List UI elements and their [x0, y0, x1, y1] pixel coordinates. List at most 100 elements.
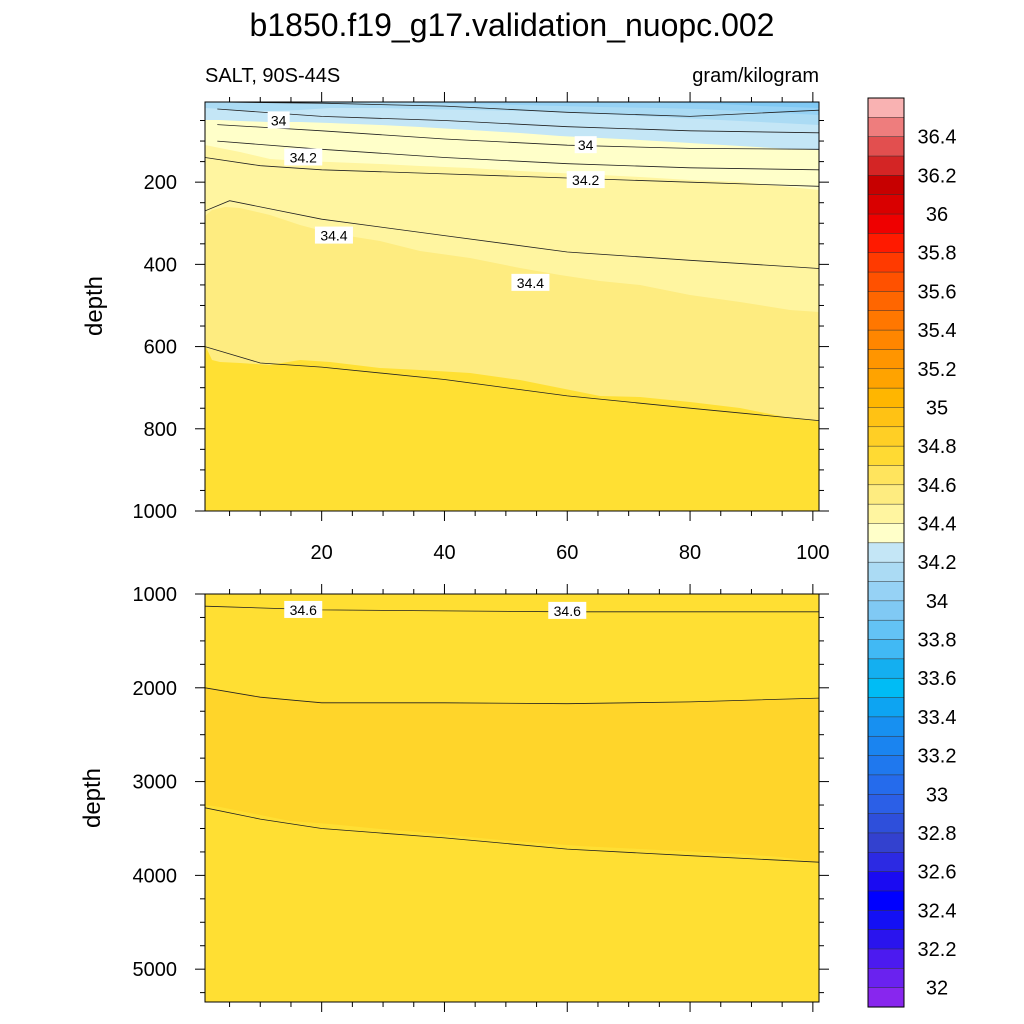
colorbar-label-35.6: 35.6 — [918, 281, 957, 303]
colorbar-label-33.8: 33.8 — [918, 630, 957, 652]
colorbar-frame — [867, 97, 905, 1008]
upper-y-axis-label: depth — [81, 276, 108, 336]
upper-contour-34.4-6 — [205, 346, 819, 421]
colorbar-swatch-45 — [867, 968, 905, 989]
colorbar-swatch-34 — [867, 755, 905, 776]
colorbar-label-36.2: 36.2 — [918, 165, 957, 187]
upper-line-label-box-2 — [284, 148, 323, 166]
colorbar: 36.4 36.2 36 35.8 35.6 35.4 35.2 35 34.8 34.6 34.4… — [867, 97, 957, 1008]
colorbar-swatch-32 — [867, 716, 905, 737]
upper-y-tick-label-800: 800 — [144, 419, 177, 441]
lower-line-label-box-0 — [284, 600, 323, 618]
upper-line-label-box-3 — [566, 171, 605, 189]
colorbar-swatch-28 — [867, 639, 905, 660]
colorbar-swatch-17 — [867, 426, 905, 447]
upper-frame — [204, 101, 820, 512]
colorbar-swatch-30 — [867, 677, 905, 699]
upper-line-label-4: 34.4 — [320, 228, 347, 244]
colorbar-swatch-6 — [867, 213, 905, 234]
upper-x-tick-label-80: 80 — [679, 542, 701, 564]
upper-contour-34.3-5 — [205, 200, 819, 269]
upper-panel: 34 34 34.2 34.2 34.4 34.4 20 40 60 80 100 200 400 60… — [133, 92, 830, 564]
lower-frame — [204, 593, 820, 1003]
upper-line-label-5: 34.4 — [517, 275, 544, 291]
colorbar-label-34: 34 — [926, 591, 948, 613]
colorbar-label-34.8: 34.8 — [918, 436, 957, 458]
colorbar-swatch-7 — [867, 233, 905, 254]
upper-y-tick-label-200: 200 — [144, 172, 177, 194]
colorbar-label-32: 32 — [926, 978, 948, 1000]
upper-line-label-0: 34 — [271, 112, 287, 128]
lower-ticks: 1000 2000 3000 4000 5000 — [133, 584, 829, 1012]
colorbar-label-32.8: 32.8 — [918, 823, 957, 845]
colorbar-swatch-10 — [867, 291, 905, 312]
colorbar-label-33.2: 33.2 — [918, 746, 957, 768]
colorbar-swatch-38 — [867, 832, 905, 853]
colorbar-swatch-13 — [867, 349, 905, 370]
lower-fill-34.7-34.8 — [205, 687, 819, 862]
colorbar-swatch-20 — [867, 484, 905, 505]
upper-x-tick-label-20: 20 — [311, 542, 333, 564]
colorbar-swatch-5 — [867, 194, 905, 215]
colorbar-swatch-31 — [867, 697, 905, 718]
colorbar-swatch-40 — [867, 871, 905, 892]
colorbar-swatch-46 — [867, 987, 905, 1008]
colorbar-swatch-37 — [867, 813, 905, 834]
upper-contour-34.2-4 — [205, 157, 819, 187]
colorbar-swatch-3 — [867, 155, 905, 176]
lower-y-tick-label-3000: 3000 — [133, 772, 178, 794]
colorbar-label-35.4: 35.4 — [918, 320, 957, 342]
colorbar-label-33.4: 33.4 — [918, 707, 957, 729]
colorbar-swatch-18 — [867, 445, 905, 467]
colorbar-swatch-11 — [867, 310, 905, 331]
colorbar-swatch-14 — [867, 368, 905, 389]
colorbar-swatch-29 — [867, 658, 905, 679]
colorbar-swatch-26 — [867, 600, 905, 621]
colorbar-swatch-21 — [867, 503, 905, 525]
lower-panel: 34.6 34.6 1000 2000 3000 4000 5000 — [133, 584, 829, 1012]
colorbar-label-35: 35 — [926, 397, 948, 419]
upper-line-label-box-5 — [511, 273, 550, 291]
upper-contour-33.8-0 — [217, 102, 819, 117]
units-label: gram/kilogram — [692, 65, 819, 87]
upper-fill-33.7-33.8 — [400, 102, 819, 115]
upper-fill-33.6-33.7 — [640, 102, 819, 108]
upper-x-tick-label-40: 40 — [433, 542, 455, 564]
upper-line-label-box-0 — [267, 111, 290, 129]
upper-line-label-1: 34 — [578, 137, 594, 153]
colorbar-swatch-2 — [867, 136, 905, 157]
colorbar-swatch-1 — [867, 117, 905, 138]
colorbar-swatch-12 — [867, 329, 905, 350]
upper-y-tick-label-1000: 1000 — [133, 501, 178, 523]
colorbar-label-34.4: 34.4 — [918, 514, 957, 536]
upper-y-tick-label-400: 400 — [144, 254, 177, 276]
colorbar-swatch-36 — [867, 794, 905, 815]
colorbar-label-32.6: 32.6 — [918, 862, 957, 884]
lower-y-tick-label-4000: 4000 — [133, 865, 178, 887]
colorbar-swatch-24 — [867, 561, 905, 583]
upper-line-labels: 34 34 34.2 34.2 34.4 34.4 — [267, 111, 605, 291]
lower-line-labels: 34.6 34.6 — [284, 600, 587, 619]
variable-label: SALT, 90S-44S — [205, 65, 340, 87]
colorbar-swatch-23 — [867, 542, 905, 563]
lower-y-tick-label-5000: 5000 — [133, 959, 178, 981]
upper-line-label-box-4 — [314, 226, 353, 244]
colorbar-swatch-25 — [867, 581, 905, 602]
colorbar-label-32.2: 32.2 — [918, 939, 957, 961]
lower-y-tick-label-2000: 2000 — [133, 678, 178, 700]
colorbar-label-33: 33 — [926, 784, 948, 806]
chart-title: b1850.f19_g17.validation_nuopc.002 — [250, 7, 775, 43]
colorbar-swatch-44 — [867, 948, 905, 969]
lower-line-label-1: 34.6 — [554, 603, 581, 619]
lower-y-axis-label: depth — [79, 768, 106, 828]
upper-ticks: 20 40 60 80 100 200 400 600 800 1000 — [133, 92, 830, 564]
colorbar-swatch-41 — [867, 890, 905, 911]
colorbar-swatch-27 — [867, 619, 905, 641]
colorbar-label-34.2: 34.2 — [918, 552, 957, 574]
colorbar-label-36: 36 — [926, 204, 948, 226]
upper-y-tick-label-600: 600 — [144, 337, 177, 359]
upper-contour-33.9-1 — [217, 108, 819, 134]
lower-contour-34.7-2 — [205, 807, 819, 863]
colorbar-swatch-19 — [867, 465, 905, 486]
colorbar-label-32.4: 32.4 — [918, 900, 957, 922]
